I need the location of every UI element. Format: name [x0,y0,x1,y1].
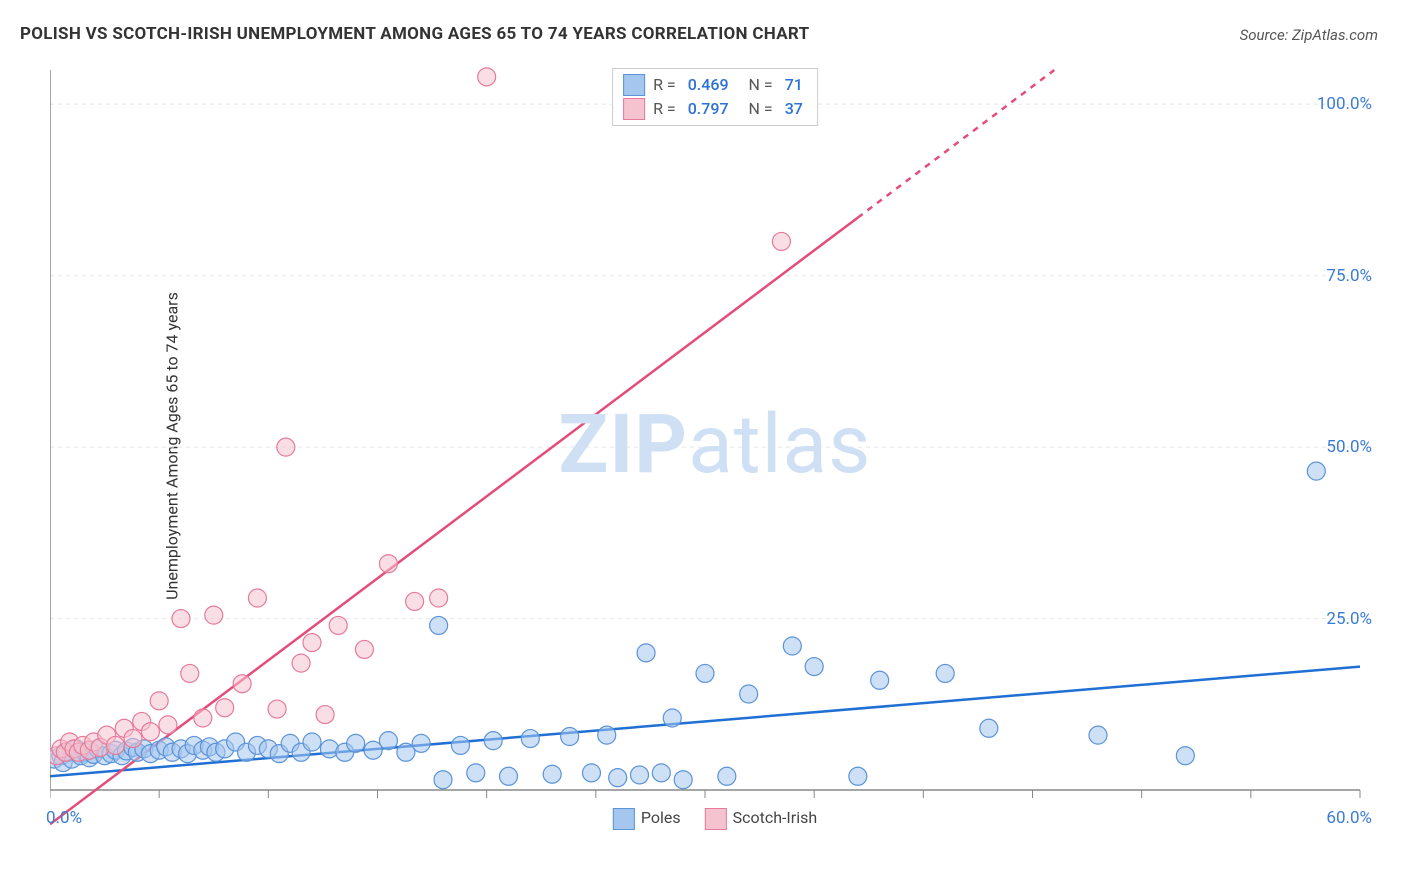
y-tick-label: 25.0% [1326,609,1372,629]
legend-swatch [705,808,727,830]
chart-title: POLISH VS SCOTCH-IRISH UNEMPLOYMENT AMON… [20,24,809,44]
y-tick-label: 100.0% [1317,94,1372,114]
y-tick-label: 50.0% [1326,437,1372,457]
legend-swatch [613,808,635,830]
source-label: Source: ZipAtlas.com [1240,26,1378,44]
series-legend: Poles Scotch-Irish [613,808,817,830]
x-tick-label: 60.0% [1326,808,1372,828]
stats-legend: R =0.469N =71R =0.797N =37 [612,68,818,126]
y-tick-label: 75.0% [1326,266,1372,286]
legend-item: Scotch-Irish [705,808,818,830]
legend-swatch [623,98,645,120]
stats-legend-row: R =0.797N =37 [623,97,807,121]
x-tick-label: 0.0% [46,808,82,828]
correlation-chart: ZIPatlas R =0.469N =71R =0.797N =37 Pole… [50,60,1380,830]
legend-swatch [623,74,645,96]
legend-item: Poles [613,808,681,830]
chart-svg [50,60,1380,830]
stats-legend-row: R =0.469N =71 [623,73,807,97]
